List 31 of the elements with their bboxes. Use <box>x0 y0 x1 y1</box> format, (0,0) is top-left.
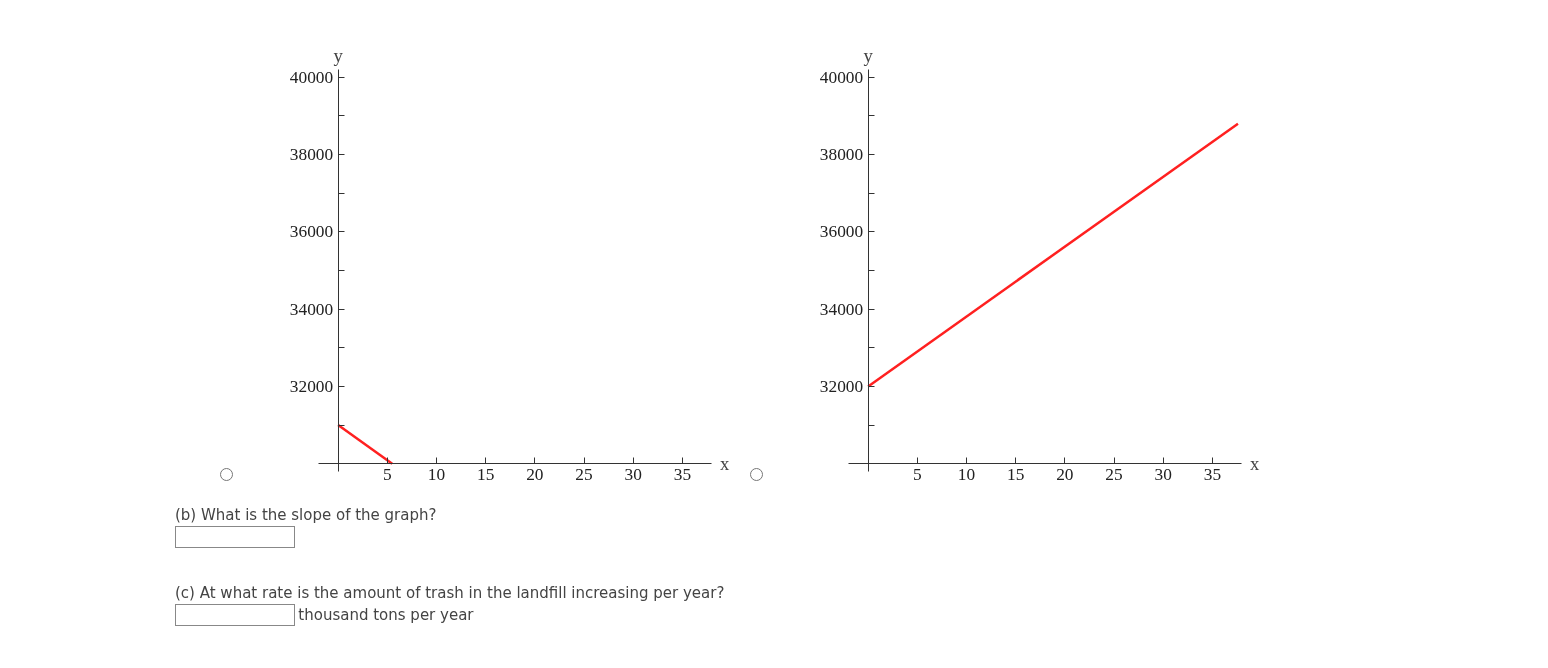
y-tick-label: 36000 <box>289 222 334 242</box>
y-axis-title: y <box>333 44 344 66</box>
x-tick-label: 15 <box>477 464 495 484</box>
y-tick-label: 38000 <box>289 145 334 165</box>
y-tick-label: 32000 <box>289 376 334 396</box>
y-tick-label: 40000 <box>819 67 864 87</box>
x-tick-label: 30 <box>1154 464 1172 484</box>
x-tick-label: 20 <box>526 464 544 484</box>
y-axis-title: y <box>863 44 874 66</box>
y-tick-label: 34000 <box>819 299 864 319</box>
y-tick-label: 40000 <box>289 67 334 87</box>
x-tick-label: 10 <box>427 464 446 484</box>
x-tick-label: 5 <box>912 464 922 484</box>
text: thousand tons per year <box>298 605 474 624</box>
text: (c) At what rate is the amount of trash in the landfill increasing per year? <box>175 582 725 604</box>
y-tick-label: 32000 <box>819 376 864 396</box>
x-tick-label: 15 <box>1007 464 1025 484</box>
x-tick-label: 10 <box>957 464 976 484</box>
x-tick-label: 35 <box>673 464 692 484</box>
x-tick-label: 25 <box>575 464 593 484</box>
x-tick-label: 25 <box>1105 464 1123 484</box>
x-tick-label: 30 <box>624 464 642 484</box>
y-tick-label: 38000 <box>819 145 864 165</box>
x-tick-label: 5 <box>382 464 392 484</box>
y-tick-label: 34000 <box>289 299 334 319</box>
x-axis-title: x <box>1249 453 1260 475</box>
x-tick-label: 20 <box>1056 464 1074 484</box>
x-axis-title: x <box>719 453 730 475</box>
y-tick-label: 36000 <box>819 222 864 242</box>
x-tick-label: 35 <box>1203 464 1222 484</box>
text: (b) What is the slope of the graph? <box>175 505 438 526</box>
